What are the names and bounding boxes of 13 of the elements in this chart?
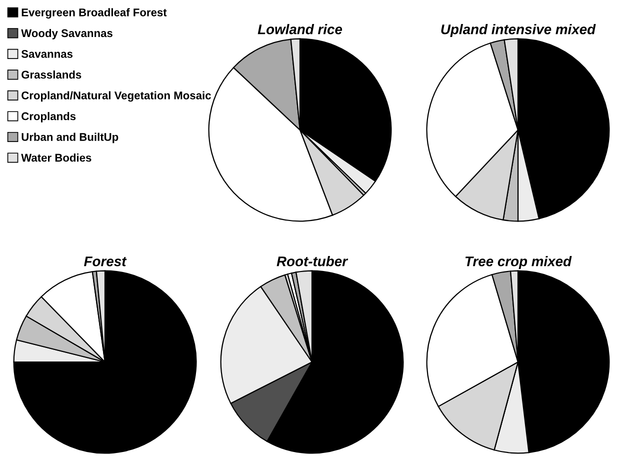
legend-label: Water Bodies [21, 154, 92, 162]
legend-label: Croplands [22, 112, 76, 122]
chart-title: Root-tuber [276, 256, 348, 266]
chart-title: Tree crop mixed [465, 256, 572, 269]
legend-label: Savannas [21, 50, 73, 58]
legend-label: Urban and BuiltUp [22, 132, 118, 144]
legend-label: Evergreen Broadleaf Forest [22, 8, 167, 19]
legend-label: Grasslands [22, 70, 82, 79]
legend-label: Cropland/Natural Vegetation Mosaic [22, 91, 211, 102]
chart-title: Upland intensive mixed [441, 24, 596, 37]
text: Lowland rice [258, 24, 342, 34]
legend-label: Woody Savannas [21, 28, 112, 40]
chart-title: Forest [84, 256, 127, 266]
